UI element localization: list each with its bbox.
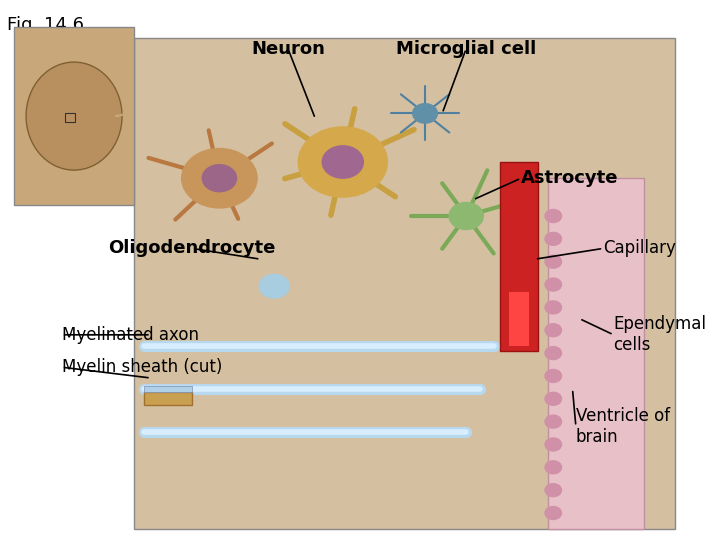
Circle shape [545,438,562,451]
Circle shape [545,255,562,268]
Circle shape [545,392,562,405]
Circle shape [181,148,257,208]
Bar [144,386,192,391]
Circle shape [545,369,562,382]
Circle shape [545,347,562,360]
Text: Microglial cell: Microglial cell [396,39,536,58]
Bar [549,178,644,529]
Circle shape [202,165,237,192]
Circle shape [545,232,562,245]
Circle shape [545,278,562,291]
Circle shape [259,274,289,298]
Text: Oligodendrocyte: Oligodendrocyte [108,239,276,258]
Circle shape [298,127,387,197]
Text: Astrocyte: Astrocyte [521,169,618,187]
Bar [509,292,529,346]
Text: Myelin sheath (cut): Myelin sheath (cut) [62,358,222,376]
Text: Capillary: Capillary [603,239,676,258]
Circle shape [545,484,562,497]
Text: Neuron: Neuron [251,39,325,58]
Bar [65,113,76,122]
Circle shape [545,324,562,337]
Text: Fig. 14.6: Fig. 14.6 [7,16,84,34]
Circle shape [545,461,562,474]
Circle shape [545,301,562,314]
Bar [144,392,192,405]
Text: Ependymal
cells: Ependymal cells [613,315,706,354]
Bar [134,38,675,529]
Circle shape [545,415,562,428]
Text: Myelinated axon: Myelinated axon [62,326,199,344]
Text: Ventricle of
brain: Ventricle of brain [576,407,670,446]
Ellipse shape [26,62,122,170]
Circle shape [323,146,364,178]
Bar [14,27,134,205]
Circle shape [449,202,483,230]
Circle shape [545,210,562,222]
Bar [500,162,538,351]
Circle shape [545,507,562,519]
Circle shape [413,104,438,123]
